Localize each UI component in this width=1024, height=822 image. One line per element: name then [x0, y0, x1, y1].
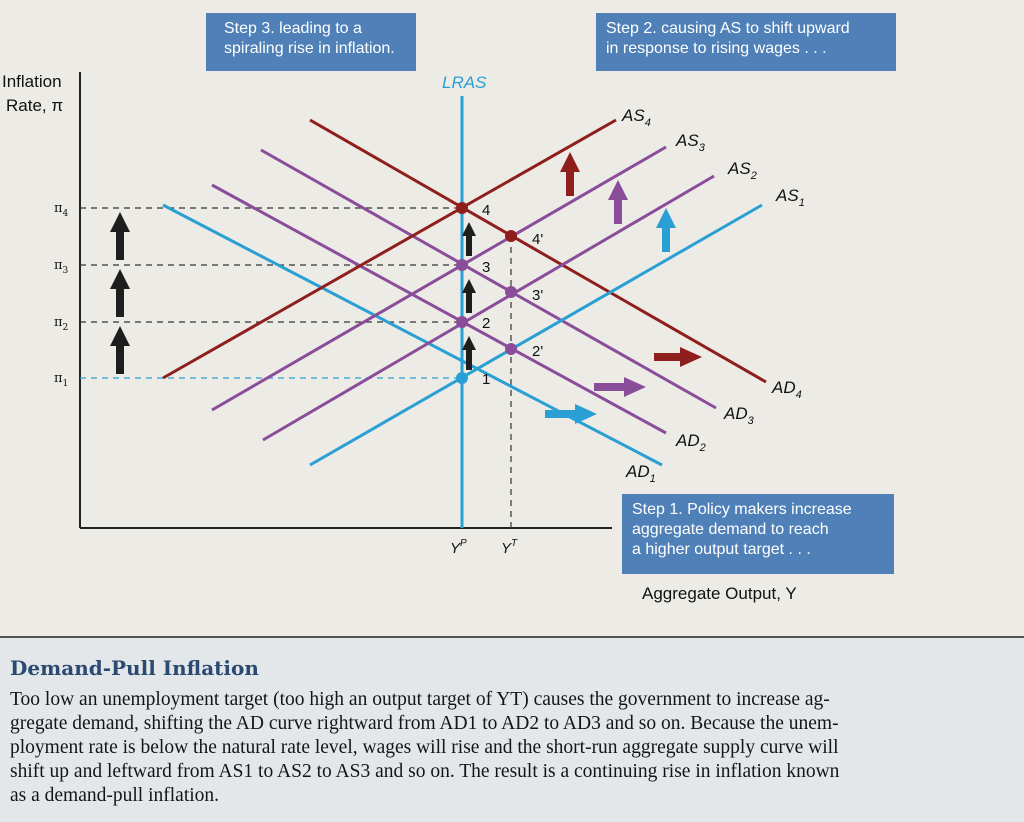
ad1-label: AD1	[625, 462, 656, 485]
ad4-line	[309, 118, 767, 384]
as4-line	[162, 118, 617, 380]
caption-body: Too low an unemployment target (too high…	[10, 688, 1014, 808]
point-2-label: 2	[482, 315, 490, 332]
step2-line2: in response to rising wages . . .	[606, 40, 827, 57]
ad3-label: AD3	[723, 404, 755, 427]
dashed-guides	[80, 207, 512, 528]
ad3-sub: 3	[748, 415, 755, 427]
as-shift-arrows	[560, 152, 676, 252]
step1-callout: Step 1. Policy makers increase aggregate…	[622, 494, 894, 574]
as3-line	[211, 145, 667, 412]
caption-line: ployment rate is below the natural rate …	[10, 737, 839, 758]
point-2p-label: 2'	[532, 343, 543, 360]
point-3p-label: 3'	[532, 287, 543, 304]
as2-label: AS2	[727, 159, 757, 182]
lras-label: LRAS	[442, 73, 487, 92]
as4-sub: 4	[645, 117, 651, 129]
ad4-label: AD4	[771, 378, 802, 401]
figure-caption: Demand-Pull Inflation Too low an unemplo…	[0, 636, 1024, 822]
caption-line: Too low an unemployment target (too high…	[10, 689, 830, 710]
point-1-label: 1	[482, 371, 490, 388]
point-3-label: 3	[482, 259, 490, 276]
as1-sub: 1	[799, 197, 805, 209]
point-4p-label: 4'	[532, 231, 543, 248]
step3-line2: spiraling rise in inflation.	[224, 40, 395, 57]
ad3-line	[260, 148, 717, 410]
ad-shift-arrows	[545, 347, 702, 424]
pi4-label: π4	[54, 201, 69, 219]
as1-line	[309, 203, 763, 467]
yt-label: YT	[501, 538, 518, 557]
step2-callout: Step 2. causing AS to shift upward in re…	[596, 13, 896, 71]
step3-line1: Step 3. leading to a	[224, 20, 362, 37]
y-axis-label-line2: Rate, π	[6, 96, 64, 115]
pi3-label: π3	[54, 258, 69, 276]
caption-title: Demand-Pull Inflation	[10, 656, 259, 680]
demand-pull-diagram: LRAS AS4 AS3 AS2 AS1 AD4 AD3 AD2 AD1 π4 …	[54, 72, 805, 557]
step1-line3: a higher output target . . .	[632, 541, 811, 558]
ad2-sub: 2	[699, 442, 706, 454]
point-2-prime	[505, 343, 517, 355]
inflation-up-arrows	[110, 212, 130, 374]
point-1	[456, 372, 468, 384]
ad4-sub: 4	[796, 389, 802, 401]
as1-label: AS1	[775, 186, 805, 209]
step1-line2: aggregate demand to reach	[632, 521, 829, 538]
caption-line: shift up and leftward from AS1 to AS2 to…	[10, 761, 840, 782]
x-axis-label: Aggregate Output, Y	[642, 584, 797, 603]
pi2-label: π2	[54, 315, 68, 333]
caption-line: as a demand-pull inflation.	[10, 785, 220, 806]
lras-up-arrows	[462, 222, 476, 370]
point-3	[456, 259, 468, 271]
step2-line1: Step 2. causing AS to shift upward	[606, 20, 850, 37]
ad1-sub: 1	[650, 473, 656, 485]
as4-label: AS4	[621, 106, 651, 129]
point-4	[456, 202, 468, 214]
ad2-label: AD2	[675, 431, 706, 454]
as3-label: AS3	[675, 131, 706, 154]
point-4-label: 4	[482, 202, 490, 219]
step1-line1: Step 1. Policy makers increase	[632, 501, 852, 518]
y-axis-label-line1: Inflation	[2, 72, 62, 91]
point-4-prime	[505, 230, 517, 242]
as2-line	[262, 174, 715, 442]
point-2	[456, 316, 468, 328]
as3-sub: 3	[699, 142, 706, 154]
yp-label: YP	[450, 538, 467, 557]
point-3-prime	[505, 286, 517, 298]
caption-line: gregate demand, shifting the AD curve ri…	[10, 713, 839, 734]
step3-callout: Step 3. leading to a spiraling rise in i…	[206, 13, 416, 71]
as2-sub: 2	[750, 170, 757, 182]
pi1-label: π1	[54, 371, 68, 389]
ad2-line	[211, 183, 667, 435]
